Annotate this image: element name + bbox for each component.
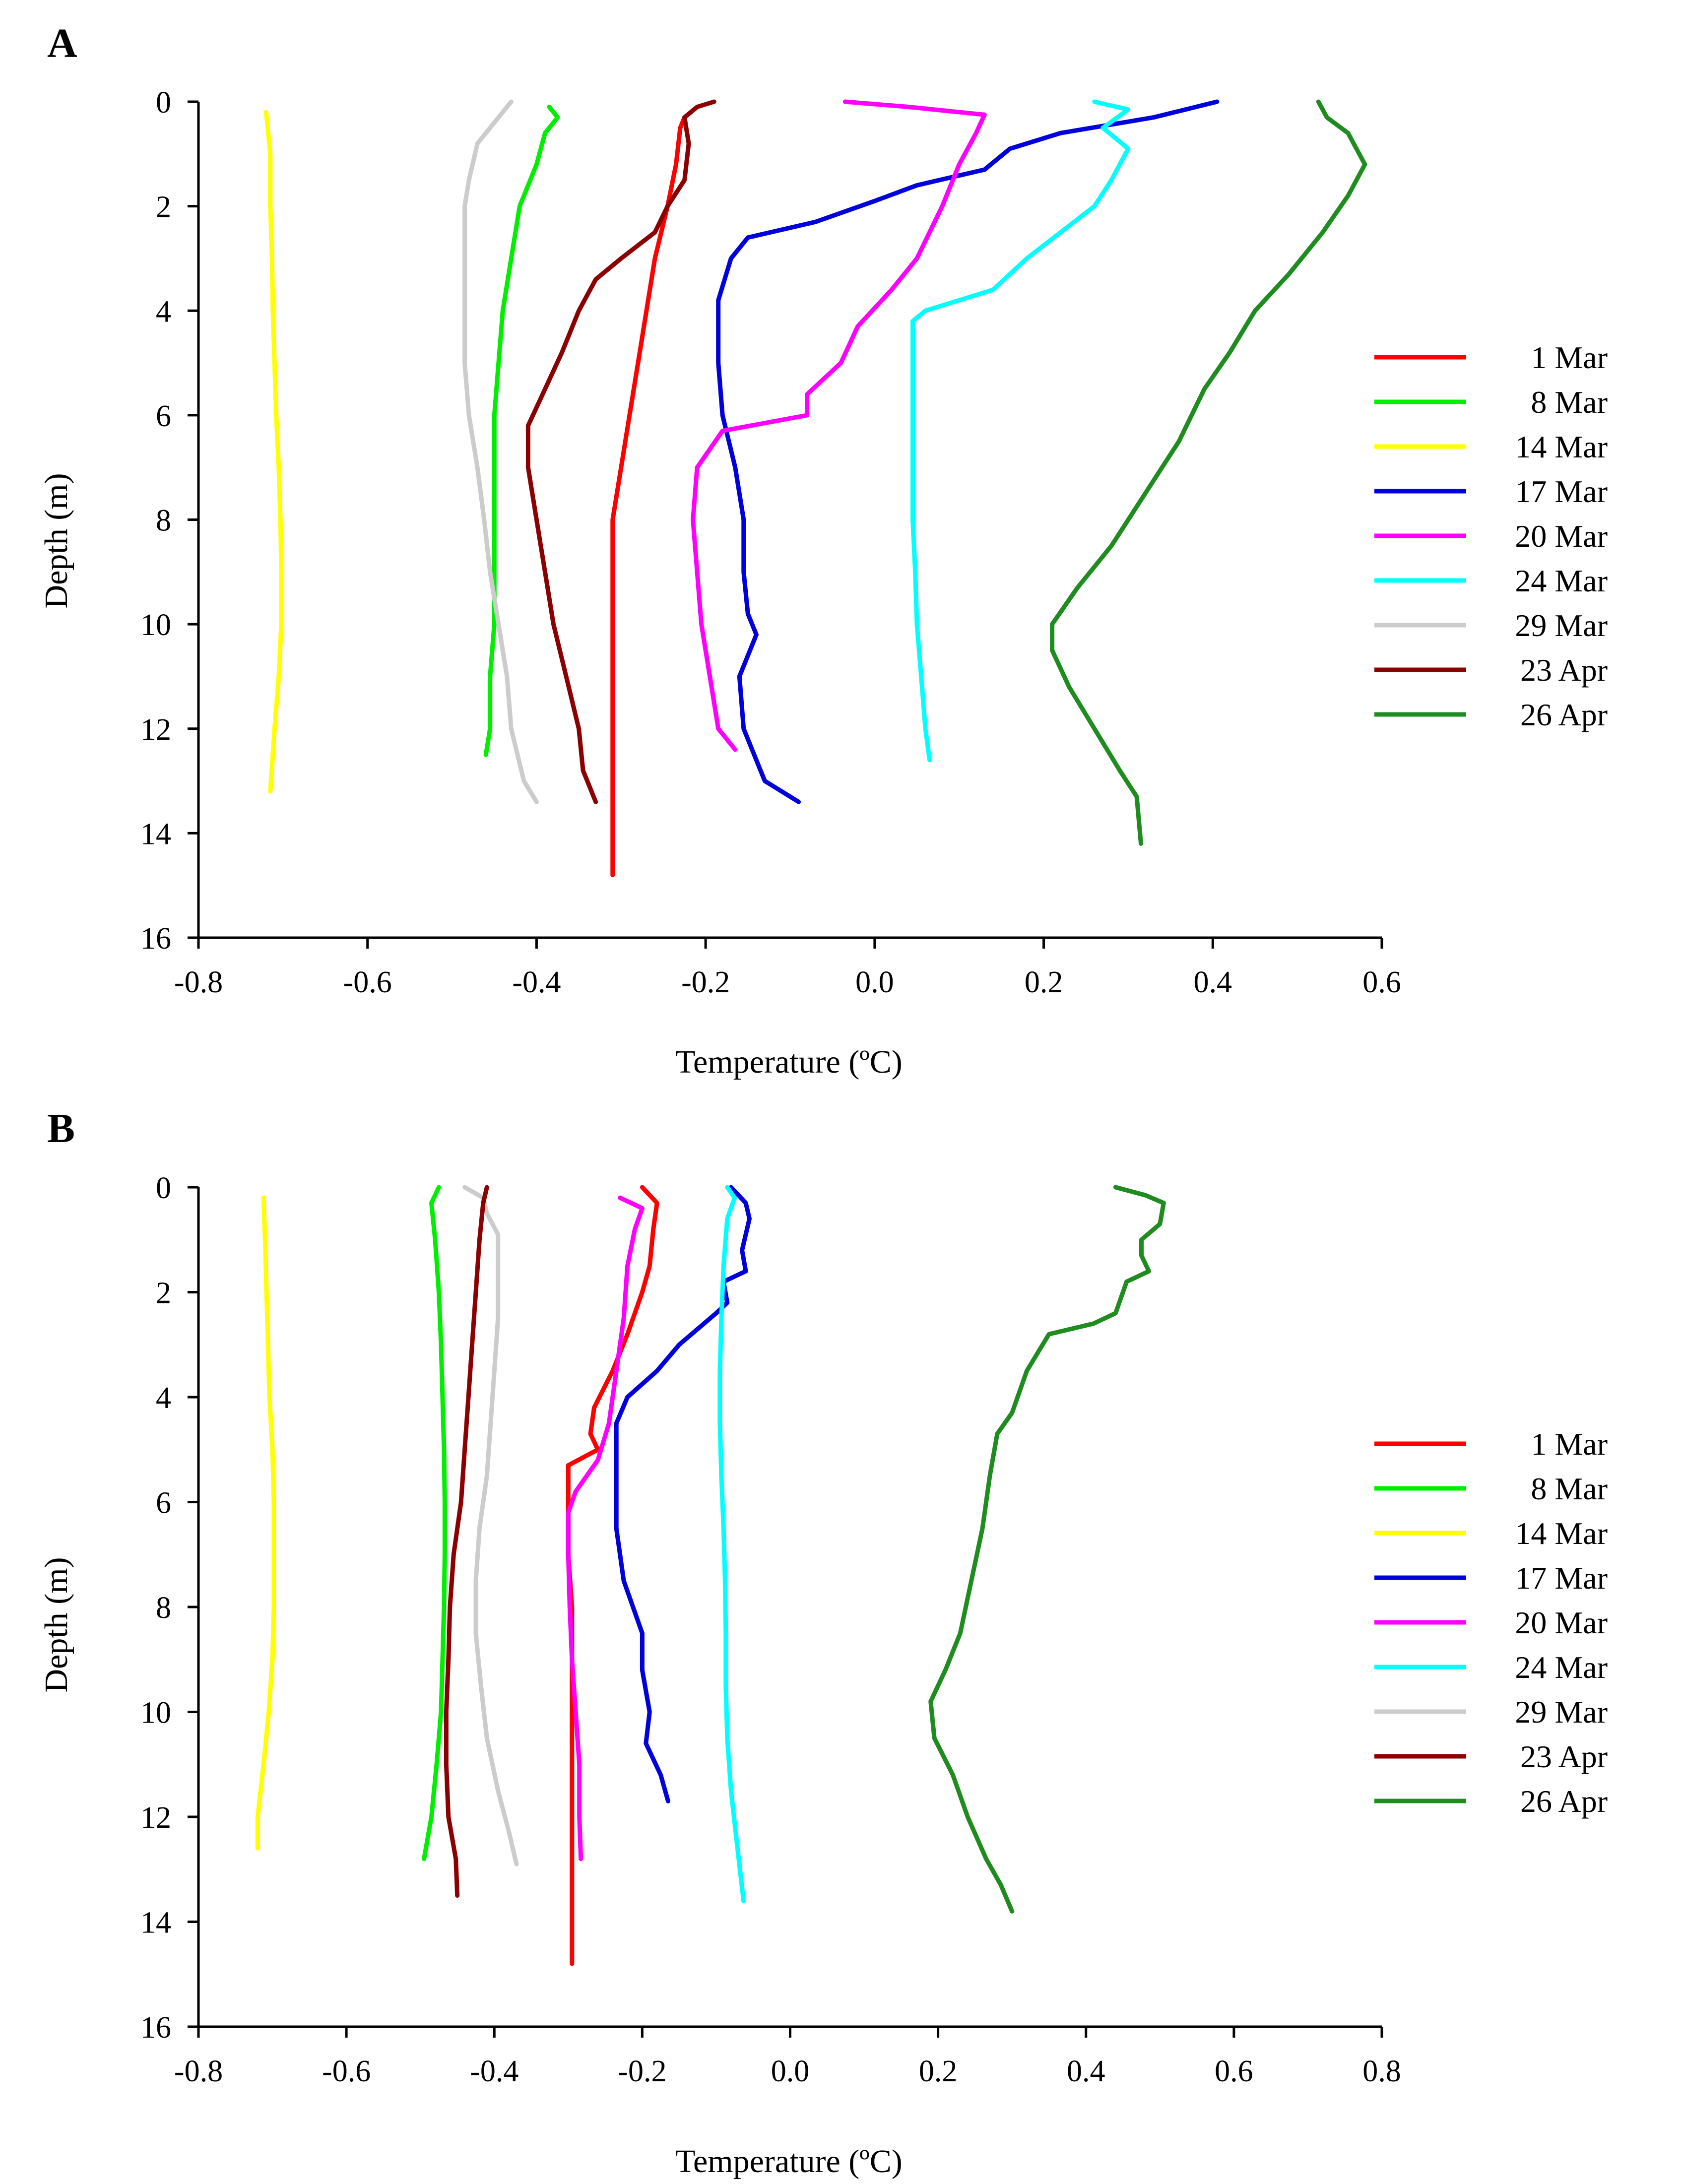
y-tick-label: 14 [140, 1906, 171, 1940]
series-line-1-mar [610, 115, 687, 878]
y-tick-label: 16 [140, 2011, 171, 2045]
y-tick-label: 4 [156, 295, 171, 328]
y-tick-label: 0 [156, 1171, 171, 1205]
series-line-17-mar [614, 1185, 752, 1803]
x-tick-label: -0.2 [681, 965, 730, 999]
y-tick-label: 2 [156, 191, 171, 224]
legend-label-20-mar: 20 Mar [1515, 518, 1608, 554]
x-tick-label: 0.4 [1194, 965, 1232, 999]
legend-a: 1 Mar 8 Mar 14 Mar 17 Mar 20 Mar 24 Mar 29 Mar… [1374, 340, 1608, 732]
x-tick-label: -0.6 [322, 2055, 371, 2088]
y-tick-label: 14 [140, 817, 171, 851]
series-line-29-mar [462, 99, 539, 804]
x-tick-label: 0.6 [1215, 2055, 1253, 2088]
series-line-14-mar [255, 1195, 276, 1851]
y-axis-label-b: Depth (m) [38, 1557, 74, 1692]
series-line-26-apr [1050, 99, 1367, 846]
legend-label-26-apr: 26 Apr [1520, 1784, 1608, 1819]
chart-panel-b: B Depth (m) Temperature (ºC) 0 2 4 6 8 10 12 14… [38, 1105, 1608, 2180]
y-tick-label: 6 [156, 399, 171, 433]
chart-panel-a: A Depth (m) Temperature (ºC) 0 2 4 6 8 10 12 14… [38, 20, 1608, 1080]
x-tick-label: -0.8 [174, 965, 223, 999]
legend-label-17-mar: 17 Mar [1515, 474, 1608, 509]
series-line-23-apr [444, 1185, 489, 1898]
legend-label-29-mar: 29 Mar [1515, 608, 1608, 643]
series-line-20-mar [566, 1195, 645, 1862]
legend-label-17-mar: 17 Mar [1515, 1560, 1608, 1596]
y-tick-label: 8 [156, 1591, 171, 1625]
x-axis-label-b: Temperature (ºC) [675, 2143, 902, 2180]
x-tick-label: -0.4 [470, 2055, 518, 2088]
series-line-8-mar [422, 1185, 447, 1862]
y-axis-label-a: Depth (m) [38, 473, 74, 608]
x-tick-label: 0.0 [855, 965, 894, 999]
x-tick-label: -0.8 [174, 2055, 223, 2088]
x-tick-label: -0.2 [618, 2055, 666, 2088]
legend-label-1-mar: 1 Mar [1531, 340, 1608, 375]
y-tick-label: 10 [140, 608, 171, 642]
legend-label-24-mar: 24 Mar [1515, 1650, 1608, 1685]
x-tick-label: 0.6 [1362, 965, 1401, 999]
x-axis-label-a: Temperature (ºC) [675, 1044, 902, 1080]
x-tick-label: 0.2 [1025, 965, 1063, 999]
y-tick-label: 12 [140, 713, 171, 747]
legend-label-14-mar: 14 Mar [1515, 429, 1608, 464]
x-tick-label: 0.8 [1362, 2055, 1401, 2088]
series-line-20-mar [691, 99, 987, 752]
y-tick-label: 4 [156, 1381, 171, 1415]
legend-label-23-apr: 23 Apr [1520, 652, 1608, 688]
series-line-17-mar [716, 99, 1220, 804]
series-line-14-mar [263, 110, 284, 794]
legend-label-1-mar: 1 Mar [1531, 1426, 1608, 1462]
series-line-8-mar [483, 105, 560, 757]
legend-label-14-mar: 14 Mar [1515, 1516, 1608, 1551]
y-tick-label: 12 [140, 1801, 171, 1835]
y-tick-label: 0 [156, 86, 171, 120]
x-tick-label: 0.2 [919, 2055, 958, 2088]
series-line-1-mar [566, 1185, 659, 1966]
legend-label-26-apr: 26 Apr [1520, 697, 1608, 732]
series-line-24-mar [717, 1185, 746, 1903]
legend-label-8-mar: 8 Mar [1531, 385, 1608, 420]
legend-label-8-mar: 8 Mar [1531, 1471, 1608, 1506]
panel-letter-a: A [47, 20, 77, 66]
x-tick-label: -0.6 [343, 965, 392, 999]
panel-letter-b: B [47, 1105, 75, 1152]
series-line-26-apr [928, 1185, 1166, 1914]
series-line-24-mar [910, 99, 1131, 763]
series-line-23-apr [525, 99, 716, 804]
y-tick-label: 8 [156, 504, 171, 538]
y-tick-label: 10 [140, 1696, 171, 1730]
y-tick-label: 2 [156, 1277, 171, 1310]
x-tick-label: 0.4 [1067, 2055, 1105, 2088]
legend-label-29-mar: 29 Mar [1515, 1694, 1608, 1730]
legend-label-20-mar: 20 Mar [1515, 1605, 1608, 1640]
x-tick-label: -0.4 [512, 965, 561, 999]
legend-label-24-mar: 24 Mar [1515, 563, 1608, 598]
legend-label-23-apr: 23 Apr [1520, 1739, 1608, 1774]
legend-b: 1 Mar 8 Mar 14 Mar 17 Mar 20 Mar 24 Mar 29 Mar… [1374, 1426, 1608, 1819]
y-tick-label: 6 [156, 1486, 171, 1520]
x-tick-label: 0.0 [771, 2055, 810, 2088]
y-tick-label: 16 [140, 922, 171, 956]
series-line-29-mar [462, 1185, 519, 1866]
